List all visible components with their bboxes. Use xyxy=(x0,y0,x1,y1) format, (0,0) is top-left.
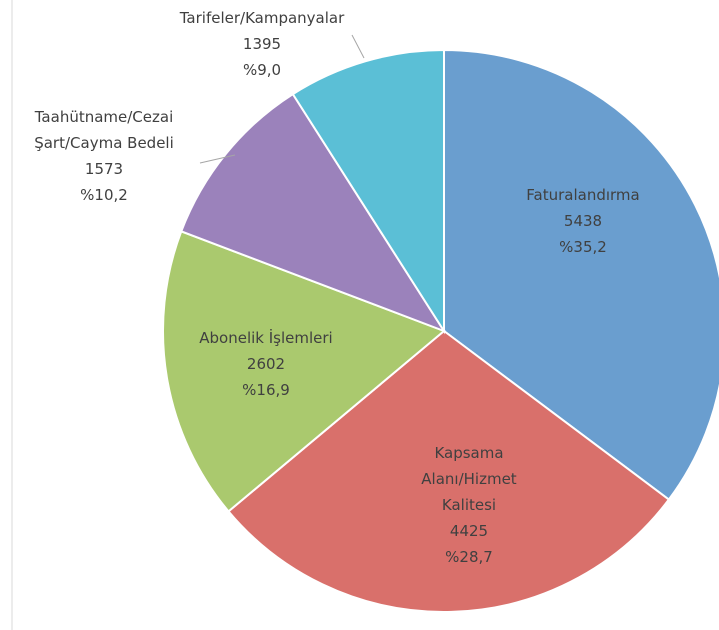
leader-line xyxy=(351,34,365,59)
percent-label: %9,0 xyxy=(242,61,282,79)
data-label: Abonelik İşlemleri 2602 %16,9 xyxy=(171,325,361,403)
pie-slice xyxy=(443,48,719,501)
category-label: Tarifeler/Kampanyalar xyxy=(179,9,345,27)
pie-slice xyxy=(227,329,671,613)
category-label: Abonelik İşlemleri xyxy=(199,329,333,347)
data-label: Kapsama Alanı/Hizmet Kalitesi 4425 %28,7 xyxy=(409,440,529,570)
pie-slice xyxy=(291,48,445,335)
value-label: 4425 xyxy=(449,522,489,540)
value-label: 2602 xyxy=(246,355,286,373)
category-label: Kapsama Alanı/Hizmet Kalitesi xyxy=(421,444,517,514)
category-label: Taahütname/Cezai Şart/Cayma Bedeli xyxy=(34,108,174,152)
leader-line xyxy=(199,154,236,164)
percent-label: %16,9 xyxy=(242,381,290,399)
data-label: Taahütname/Cezai Şart/Cayma Bedeli 1573 %1… xyxy=(9,104,199,208)
percent-label: %35,2 xyxy=(559,238,607,256)
value-label: 1395 xyxy=(242,35,282,53)
data-label: Faturalandırma 5438 %35,2 xyxy=(513,182,653,260)
category-label: Faturalandırma xyxy=(526,186,640,204)
pie-slice xyxy=(179,92,447,334)
data-label: Tarifeler/Kampanyalar 1395 %9,0 xyxy=(152,5,372,83)
percent-label: %10,2 xyxy=(80,186,128,204)
pie-slice xyxy=(162,230,446,513)
value-label: 1573 xyxy=(84,160,124,178)
value-label: 5438 xyxy=(563,212,603,230)
percent-label: %28,7 xyxy=(445,548,493,566)
